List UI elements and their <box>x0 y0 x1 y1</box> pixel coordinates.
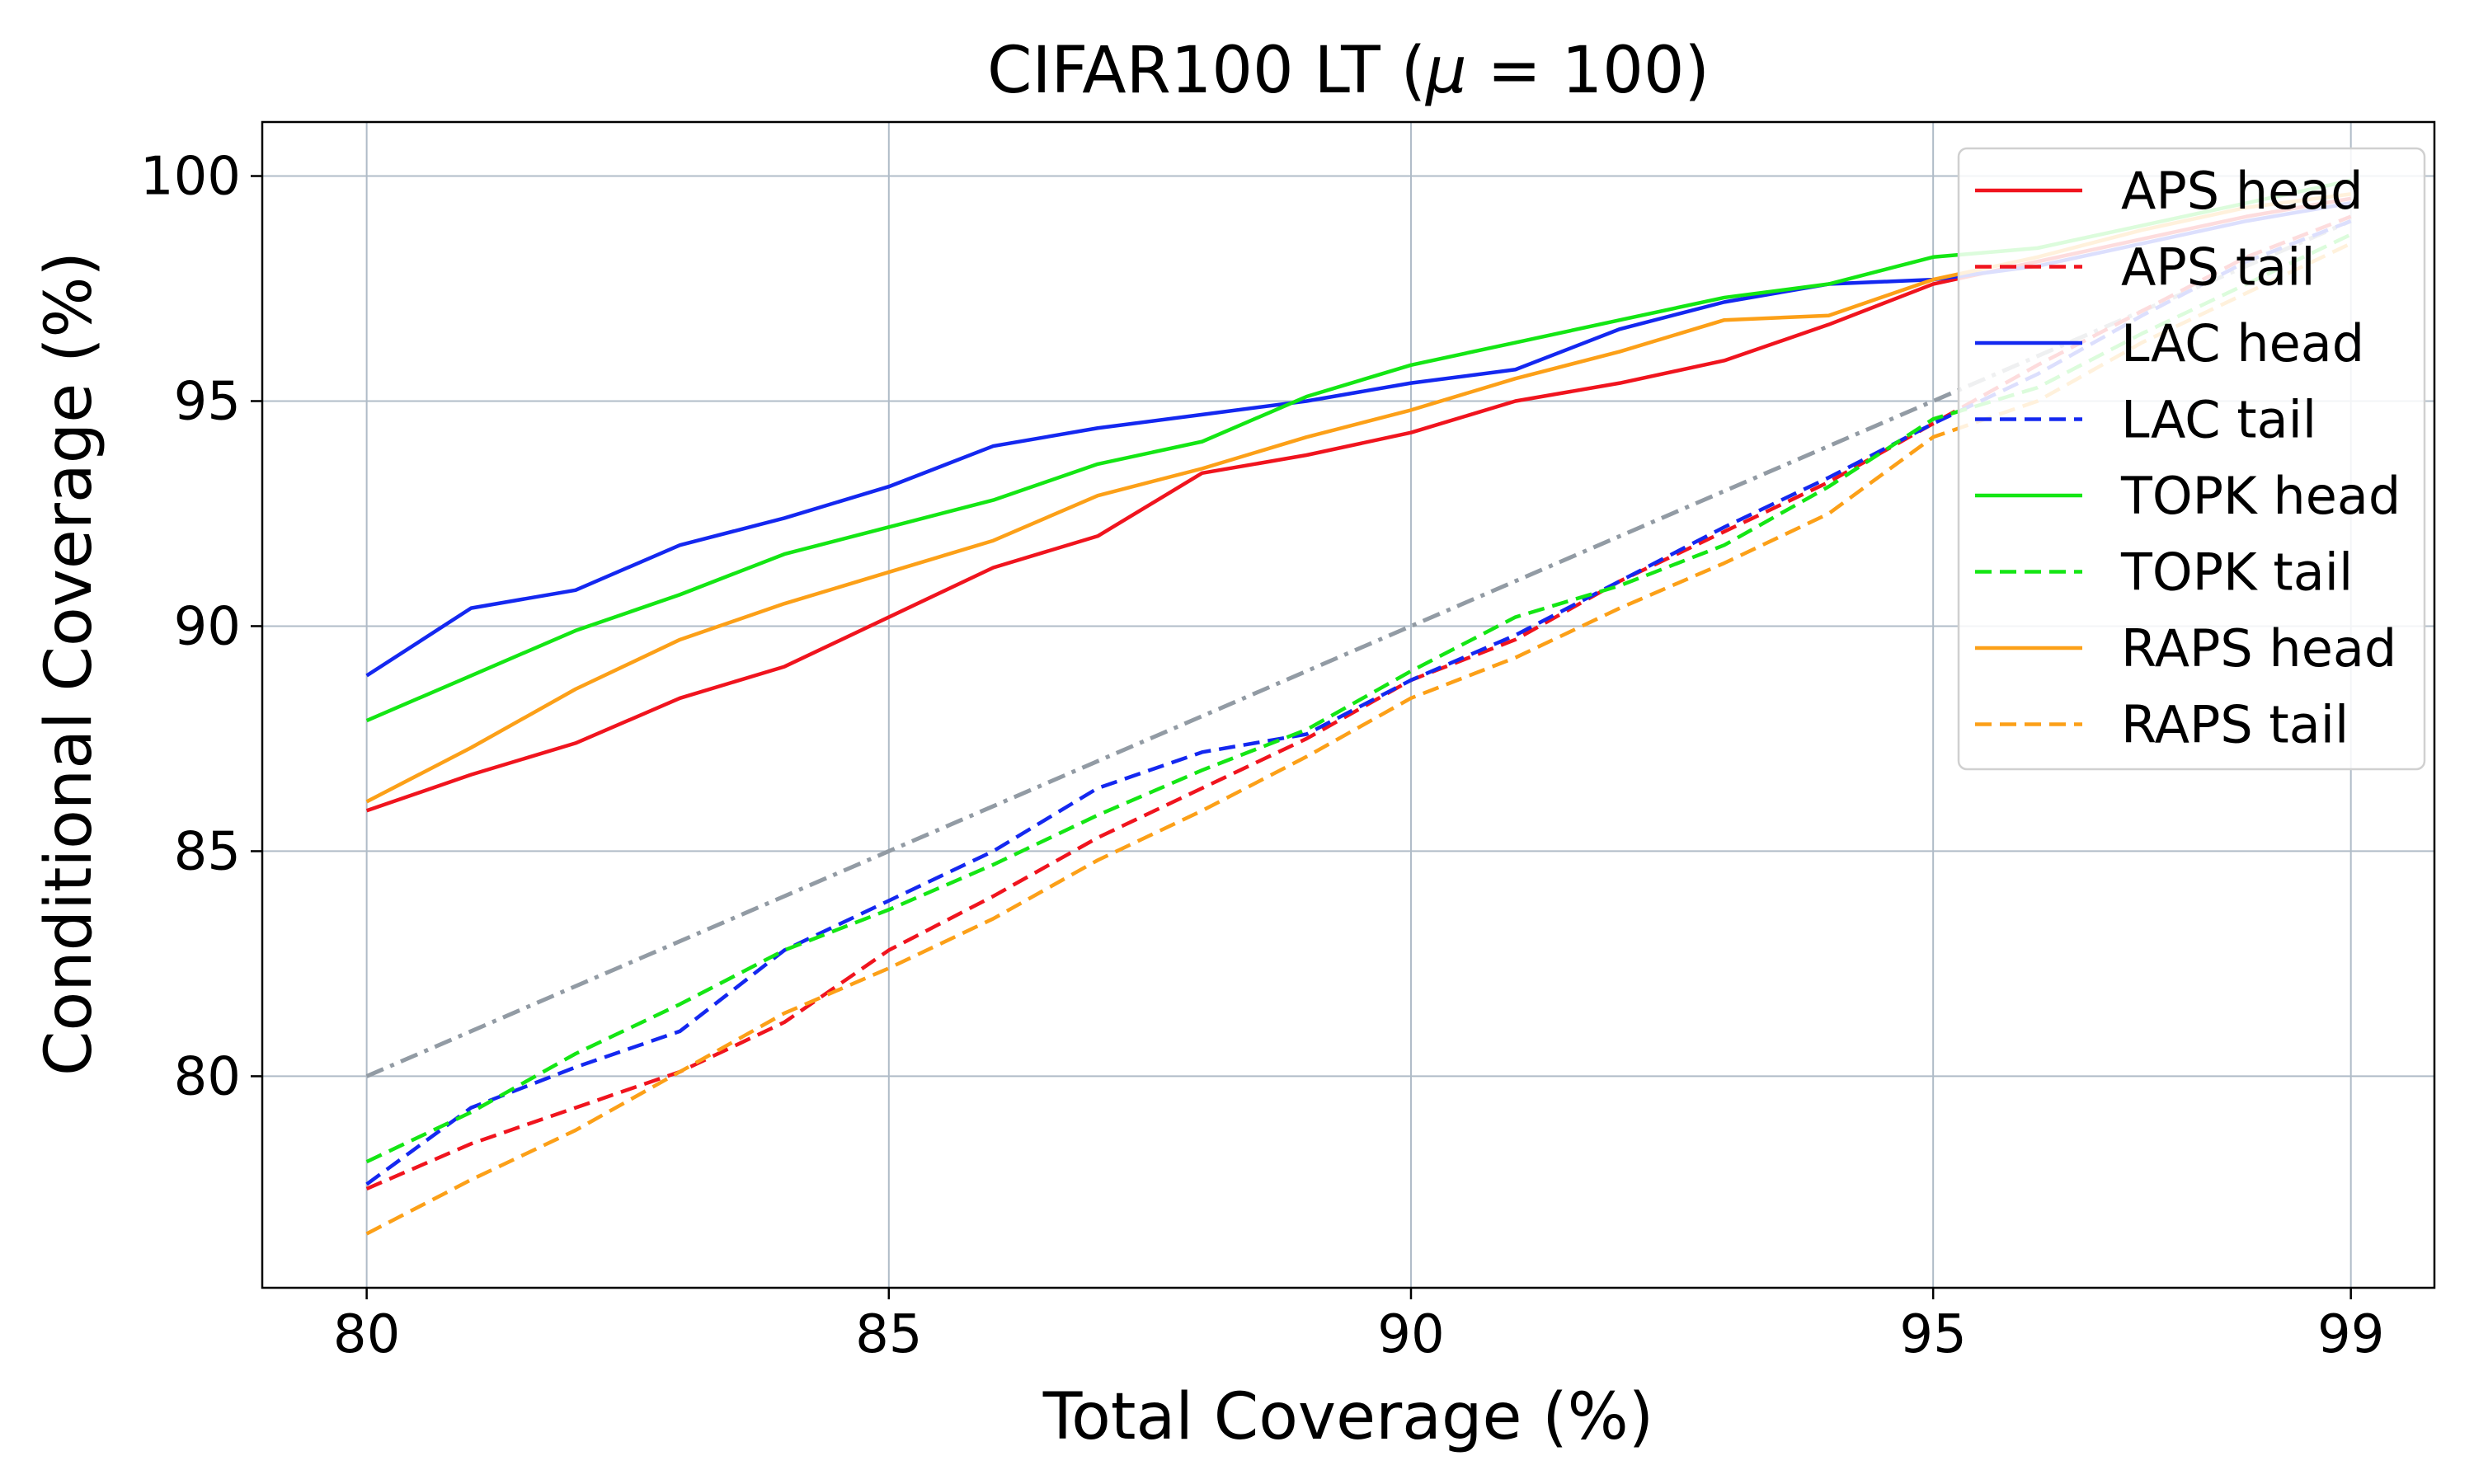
y-tick-label: 80 <box>174 1046 241 1107</box>
x-tick-label: 90 <box>1377 1304 1444 1365</box>
legend-label-lac-head: LAC head <box>2121 313 2364 373</box>
series-line-raps-tail <box>365 242 2352 1236</box>
legend-label-aps-head: APS head <box>2121 161 2363 221</box>
title-suffix: = 100) <box>1467 34 1710 108</box>
legend-entries: APS head APS tail LAC head LAC tail TOPK hea… <box>1975 161 2401 755</box>
legend-label-topk-head: TOPK head <box>2120 466 2401 526</box>
legend-box <box>1957 147 2426 771</box>
y-axis-label: Conditional Coverage (%) <box>32 251 106 1076</box>
axis-ticks: 80 85 90 95 99 80 85 90 95 100 <box>140 147 2385 1365</box>
series-line-lac-tail <box>365 219 2352 1186</box>
legend-label-aps-tail: APS tail <box>2121 237 2316 298</box>
x-tick-label: 99 <box>2317 1304 2384 1365</box>
y-tick-label: 100 <box>140 147 241 208</box>
legend: APS head APS tail LAC head LAC tail TOPK hea… <box>1957 147 2426 771</box>
legend-label-topk-tail: TOPK tail <box>2120 542 2353 603</box>
y-tick-label: 90 <box>174 596 241 657</box>
x-axis-label: Total Coverage (%) <box>1042 1380 1653 1454</box>
series-line-topk-tail <box>365 232 2352 1164</box>
x-tick-label: 80 <box>333 1304 400 1365</box>
y-tick-label: 95 <box>174 371 241 432</box>
y-tick-label: 85 <box>174 821 241 882</box>
title-prefix: CIFAR100 LT ( <box>987 34 1426 108</box>
reference-diagonal-line <box>365 218 2352 1078</box>
x-tick-label: 85 <box>855 1304 922 1365</box>
chart-title: CIFAR100 LT (μ = 100) <box>987 34 1710 108</box>
x-tick-label: 95 <box>1899 1304 1966 1365</box>
reference-line-layer <box>365 218 2352 1078</box>
legend-label-lac-tail: LAC tail <box>2121 390 2316 450</box>
legend-label-raps-tail: RAPS tail <box>2121 695 2349 755</box>
legend-label-raps-head: RAPS head <box>2121 618 2396 679</box>
plot-frame <box>261 120 2436 1289</box>
title-mu-symbol: μ <box>1424 34 1467 108</box>
